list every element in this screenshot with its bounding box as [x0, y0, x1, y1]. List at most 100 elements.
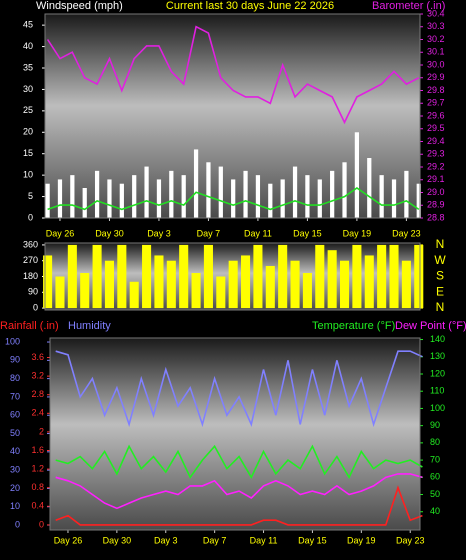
y2-tick-label: 29.2	[427, 161, 445, 171]
y2-tick-label: 28.9	[427, 200, 445, 210]
x-tick-label: Day 23	[396, 535, 425, 545]
bar	[317, 179, 322, 218]
y-tick-label: 10	[23, 170, 33, 180]
x-tick-label: Day 26	[46, 228, 75, 238]
y3-tick-label: 3.2	[31, 370, 44, 380]
bar	[352, 244, 362, 309]
x-tick-label: Day 30	[103, 535, 132, 545]
series-line	[46, 25, 420, 125]
y2-tick-label: N	[436, 237, 445, 251]
x-tick-label: Day 11	[250, 535, 278, 545]
y-tick-label: 30	[23, 84, 33, 94]
y2-tick-label: 30.4	[427, 8, 445, 18]
bar	[302, 272, 312, 309]
y2-tick-label: 29.7	[427, 98, 445, 108]
y2-tick-label: 29.9	[427, 72, 445, 82]
bar	[265, 265, 275, 309]
bar	[416, 183, 421, 218]
bar	[206, 162, 211, 218]
y3-tick-label: 2	[39, 426, 44, 436]
y2-tick-label: 30.2	[427, 34, 445, 44]
bar	[119, 183, 124, 218]
x-tick-label: Day 11	[244, 228, 272, 238]
bar	[156, 179, 162, 218]
bar	[401, 260, 411, 309]
bar	[342, 162, 347, 218]
y-tick-label: 0	[15, 519, 20, 529]
y2-tick-label: 28.8	[427, 212, 445, 222]
y2-tick-label: 29.5	[427, 123, 445, 133]
y2-tick-label: 29.3	[427, 149, 445, 159]
x-tick-label: Day 15	[298, 535, 327, 545]
y-tick-label: 360	[23, 239, 38, 249]
bar	[255, 175, 261, 218]
bar	[132, 175, 137, 218]
y2-tick-label: 120	[430, 368, 445, 378]
bar	[253, 244, 263, 309]
y-tick-label: 15	[23, 148, 33, 158]
y-tick-label: 270	[23, 255, 38, 265]
series-line	[55, 350, 423, 428]
x-tick-label: Day 7	[203, 535, 227, 545]
y-tick-label: 0	[33, 302, 38, 312]
x-tick-label: Day 19	[343, 228, 372, 238]
bar	[104, 260, 114, 309]
bar	[67, 244, 77, 309]
y-tick-label: 180	[23, 271, 38, 281]
plot-border	[44, 242, 421, 311]
y2-tick-label: 40	[430, 506, 440, 516]
y-tick-label: 60	[10, 410, 20, 420]
y-tick-label: 40	[23, 41, 33, 51]
bar	[94, 170, 100, 218]
y2-tick-label: E	[436, 284, 444, 298]
bar	[290, 260, 300, 309]
legend-label: Temperature (°F)	[312, 320, 395, 332]
y-tick-label: 30	[10, 465, 20, 475]
y2-tick-label: 140	[430, 334, 445, 344]
y-tick-label: 80	[10, 373, 20, 383]
bar	[107, 179, 112, 218]
y2-tick-label: 100	[430, 403, 445, 413]
y2-tick-label: 30.1	[427, 47, 445, 57]
bar	[82, 188, 87, 218]
x-tick-label: Day 30	[95, 228, 124, 238]
legend-label: Humidity	[68, 320, 111, 332]
y-tick-label: 5	[28, 191, 33, 201]
y2-tick-label: 29.1	[427, 174, 445, 184]
y2-tick-label: 50	[430, 489, 440, 499]
y2-tick-label: S	[436, 269, 444, 283]
bar	[142, 244, 152, 309]
bar	[243, 170, 248, 218]
y3-tick-label: 0.4	[31, 501, 44, 511]
bar	[144, 166, 149, 218]
y-tick-label: 70	[10, 391, 20, 401]
bar	[280, 179, 285, 218]
series-line	[55, 444, 423, 480]
y3-tick-label: 0	[39, 519, 44, 529]
y3-tick-label: 2.8	[31, 389, 44, 399]
y-tick-label: 40	[10, 446, 20, 456]
x-tick-label: Day 7	[197, 228, 221, 238]
y3-tick-label: 1.6	[31, 445, 44, 455]
bar	[231, 179, 236, 218]
bar	[339, 260, 350, 309]
y2-tick-label: W	[434, 253, 446, 267]
bar	[354, 132, 360, 218]
bar	[367, 158, 372, 218]
bar	[379, 175, 384, 218]
y2-tick-label: 130	[430, 351, 445, 361]
y-tick-label: 10	[10, 501, 20, 511]
y2-tick-label: 29.6	[427, 110, 445, 120]
y-axis-label: Windspeed (mph)	[36, 0, 123, 12]
x-tick-label: Day 15	[293, 228, 322, 238]
plot-border	[44, 13, 421, 219]
y3-tick-label: 1.2	[31, 463, 44, 473]
bar	[70, 175, 75, 218]
x-tick-label: Day 3	[147, 228, 171, 238]
x-tick-label: Day 3	[154, 535, 178, 545]
y-tick-label: 25	[23, 105, 33, 115]
bar	[216, 276, 226, 309]
y2-tick-label: 29.4	[427, 136, 445, 146]
y2-tick-label: 90	[430, 420, 440, 430]
